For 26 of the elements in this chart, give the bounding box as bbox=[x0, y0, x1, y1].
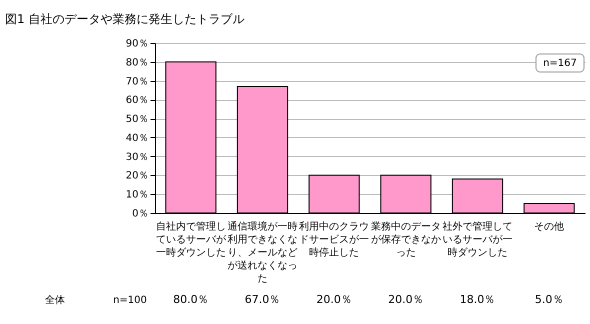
x-tick-label: 利用中のクラウドサービスが一時停止した bbox=[299, 220, 370, 258]
y-tick-label: 10％ bbox=[126, 190, 148, 201]
y-tick-label: 20％ bbox=[126, 170, 148, 182]
y-tick-label: 60％ bbox=[126, 95, 148, 106]
data-label: 80.0％ bbox=[173, 293, 209, 306]
x-tick-label: 業務中のデータが保存できなかった bbox=[370, 220, 441, 258]
data-label: 18.0％ bbox=[460, 293, 496, 306]
text: n=100 bbox=[113, 295, 147, 306]
x-tick-label: 社外で管理しているサーバが一時ダウンした bbox=[442, 220, 512, 258]
x-tick-label: その他 bbox=[534, 220, 564, 232]
y-tick-label: 80％ bbox=[126, 57, 148, 68]
text: 全体 bbox=[45, 294, 65, 306]
y-tick-label: 30％ bbox=[126, 152, 148, 163]
y-tick-label: 90％ bbox=[126, 38, 148, 50]
x-tick-label: 通信環境が一時利用できなくなり、メールなどが送れなくなった bbox=[228, 220, 298, 284]
annotation: n=167 bbox=[543, 58, 577, 69]
y-tick-label: 50％ bbox=[126, 114, 148, 126]
data-label: 20.0％ bbox=[316, 293, 352, 306]
y-tick-label: 0％ bbox=[132, 208, 148, 220]
y-tick-label: 40％ bbox=[126, 132, 148, 144]
data-label: 5.0％ bbox=[534, 293, 564, 306]
y-tick-label: 70％ bbox=[126, 76, 148, 88]
data-label: 67.0％ bbox=[244, 293, 280, 306]
data-label: 20.0％ bbox=[388, 293, 424, 306]
chart-title: 図1 自社のデータや業務に発生したトラブル bbox=[5, 12, 244, 26]
x-tick-label: 自社内で管理しているサーバが一時ダウンした bbox=[156, 220, 227, 258]
